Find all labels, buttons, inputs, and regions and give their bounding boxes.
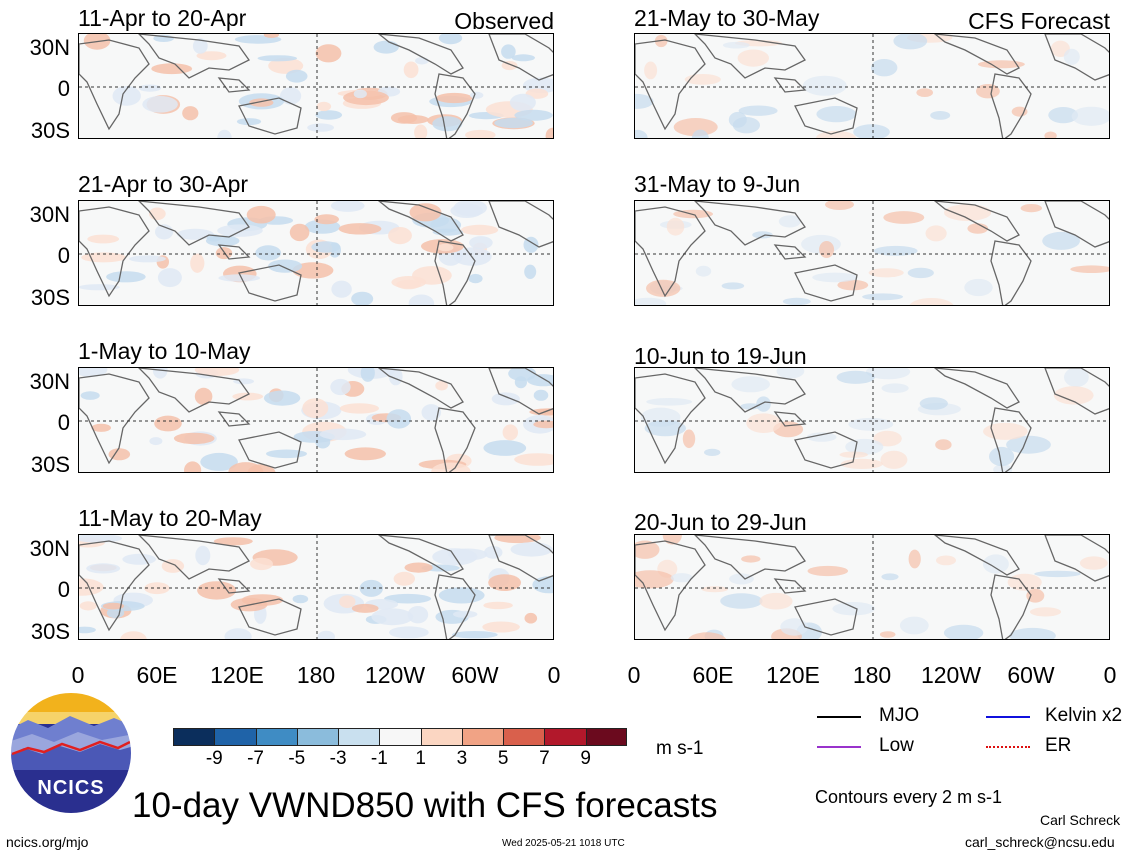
colorbar-box (461, 728, 504, 746)
colorbar-label: -1 (370, 748, 388, 769)
colorbar-box (420, 728, 462, 746)
xlab-r-120e: 120E (766, 662, 820, 688)
map-field (79, 368, 553, 472)
author: Carl Schreck (1040, 812, 1121, 828)
ylab-r3-0: 0 (57, 410, 70, 435)
xlab-l-0-end: 0 (547, 662, 561, 688)
timestamp: Wed 2025-05-21 1018 UTC (502, 838, 625, 849)
ylab-r1-0: 0 (57, 76, 70, 101)
colorbar-box (255, 728, 297, 746)
map-field (635, 368, 1109, 472)
xlab-l-180: 180 (296, 662, 336, 688)
map-field (79, 201, 553, 305)
ylab-r2-30n: 30N (29, 202, 70, 227)
colorbar-box (296, 728, 339, 746)
xlab-r-60w: 60W (1007, 662, 1055, 688)
xlab-l-60e: 60E (136, 662, 178, 688)
email: carl_schreck@ncsu.edu (965, 834, 1115, 850)
map-panel-obs-2 (78, 200, 554, 306)
panel-title-fc-1: 21-May to 30-May (634, 5, 820, 31)
map-field (635, 535, 1109, 639)
legend-line-er (986, 746, 1030, 748)
xlab-l-60w: 60W (451, 662, 499, 688)
colorbar-box (214, 728, 256, 746)
colorbar-label: -7 (247, 748, 264, 769)
colorbar-box (338, 728, 380, 746)
ylab-r1-30s: 30S (30, 118, 70, 143)
map-panel-fc-1 (634, 33, 1110, 139)
colorbar-box (544, 728, 586, 746)
contour-note: Contours every 2 m s-1 (815, 787, 1003, 807)
legend-line-mjo (817, 716, 861, 718)
map-field (79, 34, 553, 138)
panel-title-obs-4: 11-May to 20-May (78, 505, 262, 531)
main-title: 10-day VWND850 with CFS forecasts (132, 786, 718, 825)
map-field (635, 34, 1109, 138)
xlab-r-0: 0 (627, 662, 641, 688)
ylab-r4-0: 0 (57, 577, 70, 602)
panel-title-fc-3: 10-Jun to 19-Jun (634, 343, 807, 369)
xlab-l-120e: 120E (210, 662, 264, 688)
colorbar-box (585, 728, 627, 746)
ylab-r3-30s: 30S (30, 452, 70, 477)
colorbar-label: 5 (497, 748, 509, 769)
colorbar (173, 728, 627, 746)
colorbar-label: -9 (205, 748, 223, 769)
units-label: m s-1 (656, 738, 704, 759)
ylab-r2-0: 0 (57, 243, 70, 268)
ylab-r3-30n: 30N (29, 369, 70, 394)
panel-title-fc-2: 31-May to 9-Jun (634, 171, 801, 197)
map-panel-fc-2 (634, 200, 1110, 306)
logo-text: NCICS (37, 777, 104, 799)
ylab-r4-30s: 30S (30, 619, 70, 644)
panel-title-obs-3: 1-May to 10-May (78, 338, 251, 364)
legend-label-er: ER (1045, 735, 1072, 756)
observed-label: Observed (454, 8, 554, 34)
panel-title-obs-1: 11-Apr to 20-Apr (78, 5, 247, 31)
ylab-r2-30s: 30S (30, 285, 70, 310)
map-panel-obs-1 (78, 33, 554, 139)
map-panel-obs-4 (78, 534, 554, 640)
colorbar-label: -5 (288, 748, 306, 769)
xlab-r-120w: 120W (920, 662, 982, 688)
colorbar-box (379, 728, 421, 746)
colorbar-label: 7 (539, 748, 550, 769)
colorbar-label: 1 (415, 748, 426, 769)
ylab-r4-30n: 30N (29, 536, 70, 561)
map-field (635, 201, 1109, 305)
xlab-r-180: 180 (852, 662, 892, 688)
xlab-l-0: 0 (71, 662, 85, 688)
ylab-r1-30n: 30N (29, 35, 70, 60)
xlab-r-60e: 60E (692, 662, 734, 688)
xlab-r-0-end: 0 (1103, 662, 1117, 688)
legend-line-kelvin (986, 716, 1030, 718)
legend-line-low (817, 746, 861, 748)
panel-title-obs-2: 21-Apr to 30-Apr (78, 171, 249, 197)
xlab-l-120w: 120W (364, 662, 426, 688)
map-panel-obs-3 (78, 367, 554, 473)
legend-label-mjo: MJO (879, 705, 920, 726)
colorbar-box (173, 728, 215, 746)
map-field (79, 535, 553, 639)
colorbar-label: 9 (580, 748, 591, 769)
website: ncics.org/mjo (6, 834, 89, 850)
legend-label-low: Low (879, 735, 914, 756)
colorbar-label: 3 (456, 748, 468, 769)
map-panel-fc-4 (634, 534, 1110, 640)
legend-label-kelvin: Kelvin x2 (1045, 705, 1123, 726)
colorbar-label: -3 (329, 748, 347, 769)
colorbar-labels: -9 -7 -5 -3 -1 1 3 5 7 9 (173, 748, 627, 772)
colorbar-box (503, 728, 545, 746)
panel-title-fc-4: 20-Jun to 29-Jun (634, 509, 807, 535)
map-panel-fc-3 (634, 367, 1110, 473)
ncics-logo: NCICS (8, 690, 134, 816)
forecast-label: CFS Forecast (968, 8, 1110, 34)
